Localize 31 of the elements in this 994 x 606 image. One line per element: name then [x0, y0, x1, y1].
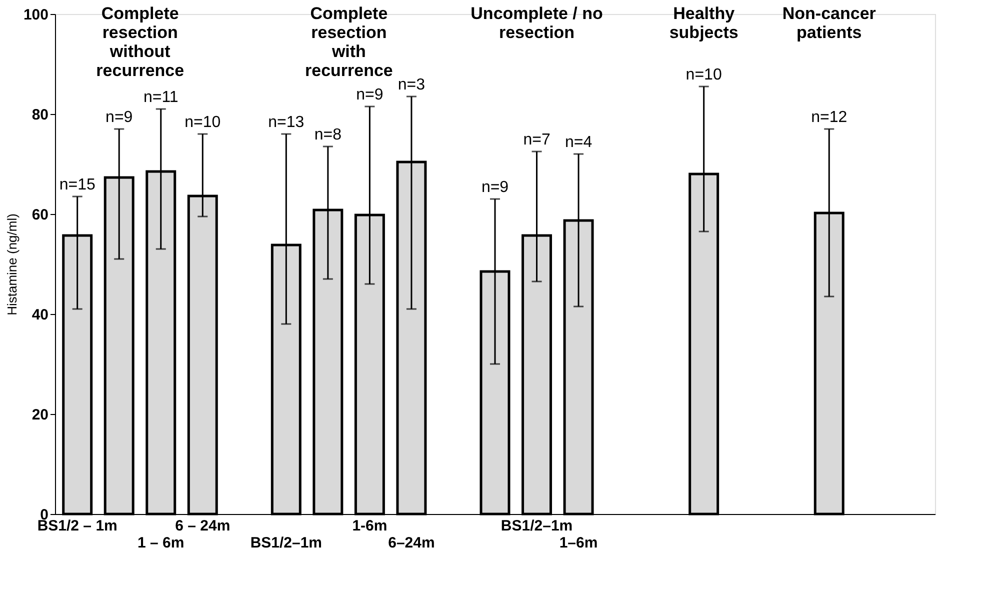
x-tick-label: 1-6m	[352, 518, 388, 534]
annotation: n=8	[314, 126, 342, 144]
annotation: Non-cancer patients	[782, 4, 876, 42]
y-tick-label: 80	[32, 106, 48, 124]
y-tick-label: 40	[32, 306, 48, 324]
y-tick-label: 100	[23, 6, 48, 24]
x-tick-label: 6 – 24m	[175, 518, 230, 534]
annotation: n=4	[564, 134, 592, 151]
annotation: n=9	[356, 86, 384, 104]
annotation: n=12	[811, 109, 848, 126]
x-tick-label: 1–6m	[559, 534, 598, 552]
annotation: n=11	[143, 89, 178, 106]
annotation: Complete resection with recurrence	[304, 4, 393, 80]
annotation: n=10	[686, 66, 722, 84]
x-tick-label: BS1/2–1m	[500, 518, 573, 534]
annotation: n=10	[184, 114, 221, 131]
x-tick-label: BS1/2–1m	[250, 534, 322, 552]
annotation: Complete resection without recurrence	[96, 4, 184, 80]
annotation: n=7	[523, 132, 550, 148]
x-tick-label: 1 – 6m	[138, 534, 184, 552]
annotation: n=15	[59, 176, 96, 194]
annotation: n=3	[398, 76, 426, 94]
annotation: n=9	[481, 179, 509, 196]
y-axis-title: Histamine (ng/ml)	[4, 214, 20, 316]
y-tick-label: 60	[32, 206, 48, 224]
annotation: n=9	[106, 109, 133, 126]
annotation: n=13	[268, 114, 304, 131]
annotation: Healthy subjects	[669, 4, 738, 42]
x-tick-label: 6–24m	[388, 534, 435, 552]
annotation: Uncomplete / no resection	[470, 4, 603, 42]
y-tick-label: 20	[32, 406, 48, 424]
